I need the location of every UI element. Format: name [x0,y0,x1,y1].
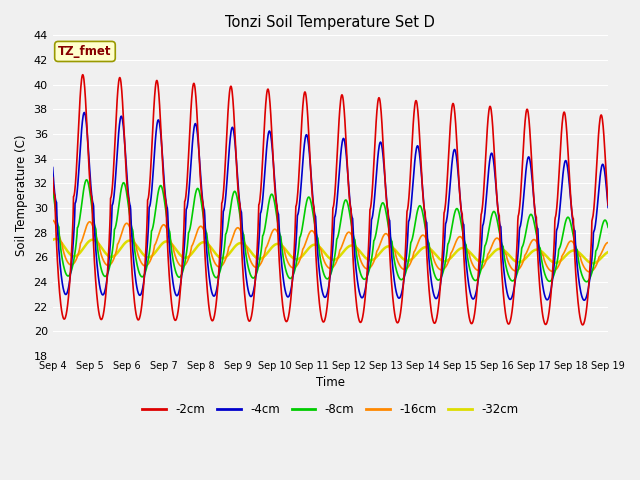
Line: -8cm: -8cm [52,180,608,282]
-8cm [417,204,425,210]
-32cm [490,250,497,255]
-2cm [235,194,243,200]
-2cm [173,316,180,322]
-16cm [172,256,180,262]
-32cm [417,247,425,252]
-8cm [83,177,90,183]
-4cm [604,204,612,210]
-4cm [81,109,88,115]
-2cm [490,136,497,142]
Text: TZ_fmet: TZ_fmet [58,45,112,58]
Line: -16cm: -16cm [52,220,608,272]
-4cm [417,165,425,171]
-2cm [539,311,547,317]
-32cm [539,249,547,255]
Line: -4cm: -4cm [52,112,608,300]
-2cm [49,175,56,180]
-16cm [538,251,546,257]
-32cm [235,240,243,246]
-8cm [582,279,590,285]
Legend: -2cm, -4cm, -8cm, -16cm, -32cm: -2cm, -4cm, -8cm, -16cm, -32cm [138,398,523,420]
-8cm [490,209,497,215]
X-axis label: Time: Time [316,376,345,389]
Y-axis label: Soil Temperature (C): Soil Temperature (C) [15,135,28,256]
-16cm [49,217,56,223]
-4cm [173,293,180,299]
-8cm [159,189,167,195]
-2cm [604,202,612,208]
-8cm [604,225,612,230]
-2cm [159,169,167,175]
-32cm [159,240,167,246]
-32cm [173,247,180,253]
-4cm [490,157,497,163]
Title: Tonzi Soil Temperature Set D: Tonzi Soil Temperature Set D [225,15,435,30]
-8cm [539,262,547,268]
-32cm [604,249,612,255]
-8cm [49,186,56,192]
-16cm [159,222,166,228]
-2cm [417,158,425,164]
-8cm [173,271,180,277]
-16cm [586,269,593,275]
-4cm [539,281,547,287]
-4cm [580,297,588,303]
-16cm [489,240,497,246]
Line: -2cm: -2cm [52,75,608,325]
-16cm [604,240,612,245]
-16cm [417,234,424,240]
-16cm [234,225,242,231]
-4cm [49,165,56,170]
-4cm [235,190,243,195]
-32cm [52,236,60,242]
-2cm [79,72,86,78]
-2cm [579,322,586,328]
-32cm [49,237,56,243]
-8cm [235,204,243,210]
-32cm [589,261,596,266]
-4cm [159,162,167,168]
Line: -32cm: -32cm [52,239,608,264]
